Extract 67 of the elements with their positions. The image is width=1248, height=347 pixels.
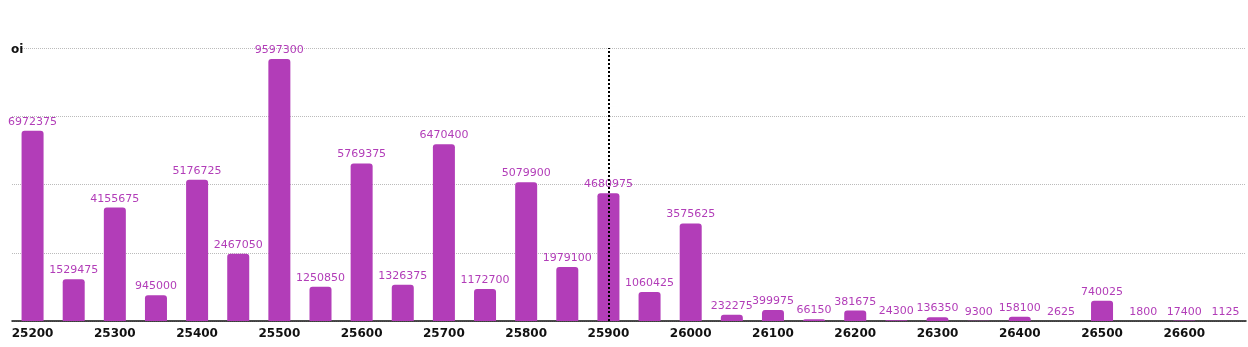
bar (761, 310, 784, 321)
data-label: 158100 (998, 300, 1041, 314)
data-label: 1326375 (378, 268, 428, 282)
x-tick-label: 26000 (669, 326, 712, 340)
bar (391, 284, 414, 321)
x-tick-label: 25200 (11, 326, 54, 340)
data-label: 9597300 (254, 42, 304, 56)
data-label: 1529475 (49, 263, 99, 277)
bar (103, 207, 126, 321)
bar (350, 163, 373, 321)
data-label: 17400 (1166, 304, 1202, 318)
data-label: 5769375 (337, 147, 387, 161)
data-label: 4680975 (583, 177, 633, 191)
x-tick-label: 26400 (998, 326, 1041, 340)
x-tick-label: 25400 (176, 326, 218, 340)
data-label: 24300 (878, 304, 914, 318)
data-label: 1250850 (296, 270, 345, 284)
x-tick-label: 25900 (587, 326, 630, 340)
data-label: 3575625 (666, 207, 716, 221)
bar (1091, 300, 1114, 321)
bar (720, 314, 743, 321)
data-label: 945000 (134, 279, 177, 293)
bar (309, 286, 332, 321)
x-tick-label: 25700 (423, 326, 465, 340)
data-label: 740025 (1081, 284, 1124, 298)
data-label: 136350 (916, 301, 959, 315)
bar (268, 58, 291, 321)
data-label: 6972375 (8, 114, 58, 128)
bar (638, 292, 661, 321)
data-label: 381675 (834, 294, 877, 308)
bar (432, 144, 455, 321)
y-axis-title: oi (11, 42, 24, 56)
data-label: 1979100 (542, 250, 592, 264)
x-tick-label: 26500 (1081, 326, 1123, 340)
data-label: 5176725 (172, 163, 222, 177)
x-tick-label: 25600 (340, 326, 383, 340)
data-label: 232275 (710, 298, 753, 312)
x-tick-label: 25800 (505, 326, 548, 340)
bar (844, 310, 867, 321)
data-label: 1125 (1211, 304, 1240, 318)
data-label: 1800 (1129, 304, 1158, 318)
data-label: 66150 (796, 303, 832, 317)
bar (474, 288, 497, 321)
data-label: 2625 (1046, 304, 1075, 318)
bar (144, 295, 167, 321)
data-label: 2467050 (213, 237, 263, 251)
x-tick-label: 26300 (916, 326, 959, 340)
bar (21, 130, 44, 321)
data-label: 399975 (751, 294, 794, 308)
data-label: 6470400 (419, 128, 469, 142)
bar (679, 223, 702, 321)
x-tick-label: 25500 (258, 326, 301, 340)
x-tick-label: 25300 (93, 326, 136, 340)
bar (227, 253, 250, 321)
x-tick-label: 26600 (1163, 326, 1206, 340)
bar (515, 182, 538, 321)
bar (597, 193, 620, 321)
x-tick-label: 26200 (834, 326, 877, 340)
bar (186, 179, 209, 321)
data-label: 1060425 (625, 276, 675, 290)
data-label: 1172700 (460, 272, 510, 286)
data-label: 9300 (964, 304, 993, 318)
x-tick-label: 26100 (752, 326, 794, 340)
bar (556, 266, 579, 321)
data-label: 5079900 (501, 166, 551, 180)
bar (62, 279, 85, 321)
data-label: 4155675 (90, 191, 140, 205)
